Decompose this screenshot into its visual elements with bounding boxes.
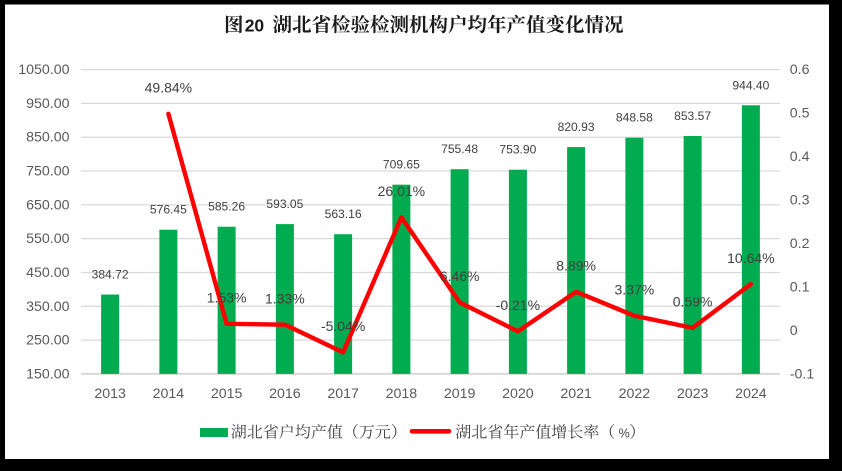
svg-text:2017: 2017 [327, 386, 359, 402]
svg-text:563.16: 563.16 [325, 207, 362, 221]
svg-text:20: 20 [245, 16, 265, 36]
svg-text:848.58: 848.58 [616, 111, 653, 125]
svg-text:1.53%: 1.53% [207, 290, 247, 306]
svg-text:450.00: 450.00 [26, 265, 70, 281]
svg-text:%: % [619, 426, 630, 440]
svg-text:6.46%: 6.46% [440, 268, 480, 284]
svg-text:0.4: 0.4 [790, 149, 810, 165]
svg-text:576.45: 576.45 [150, 203, 187, 217]
svg-text:2014: 2014 [153, 386, 185, 402]
svg-text:2021: 2021 [560, 386, 592, 402]
svg-text:10.64%: 10.64% [727, 250, 774, 266]
svg-text:0.1: 0.1 [790, 279, 810, 295]
svg-text:950.00: 950.00 [26, 96, 70, 112]
svg-text:49.84%: 49.84% [145, 80, 192, 96]
svg-text:384.72: 384.72 [92, 268, 129, 282]
svg-text:593.05: 593.05 [266, 197, 303, 211]
svg-text:585.26: 585.26 [208, 200, 245, 214]
svg-text:853.57: 853.57 [674, 109, 711, 123]
svg-text:2015: 2015 [211, 386, 243, 402]
svg-text:2023: 2023 [677, 386, 709, 402]
svg-text:2020: 2020 [502, 386, 534, 402]
svg-text:709.65: 709.65 [383, 158, 420, 172]
svg-text:750.00: 750.00 [26, 164, 70, 180]
svg-text:350.00: 350.00 [26, 299, 70, 315]
svg-text:0.59%: 0.59% [673, 294, 713, 310]
svg-text:755.48: 755.48 [441, 142, 478, 156]
svg-text:-5.04%: -5.04% [321, 318, 365, 334]
svg-text:2019: 2019 [444, 386, 476, 402]
svg-text:1.33%: 1.33% [265, 290, 305, 306]
svg-text:550.00: 550.00 [26, 231, 70, 247]
svg-text:2022: 2022 [619, 386, 651, 402]
svg-text:-0.1: -0.1 [790, 366, 815, 382]
svg-text:944.40: 944.40 [732, 78, 769, 92]
svg-text:753.90: 753.90 [499, 143, 536, 157]
svg-text:0.6: 0.6 [790, 62, 810, 78]
svg-text:0.3: 0.3 [790, 193, 810, 209]
svg-text:820.93: 820.93 [558, 120, 595, 134]
svg-text:2024: 2024 [735, 386, 767, 402]
svg-text:2016: 2016 [269, 386, 301, 402]
svg-text:0.5: 0.5 [790, 106, 810, 122]
svg-text:650.00: 650.00 [26, 197, 70, 213]
svg-text:8.89%: 8.89% [556, 258, 596, 274]
svg-text:0.2: 0.2 [790, 236, 810, 252]
svg-text:2013: 2013 [94, 386, 126, 402]
svg-text:250.00: 250.00 [26, 333, 70, 349]
svg-text:1050.00: 1050.00 [18, 62, 69, 78]
svg-text:26.01%: 26.01% [378, 183, 425, 199]
svg-text:0: 0 [790, 323, 798, 339]
svg-text:850.00: 850.00 [26, 130, 70, 146]
svg-text:3.37%: 3.37% [615, 282, 655, 298]
svg-text:150.00: 150.00 [26, 366, 70, 382]
svg-text:-0.21%: -0.21% [496, 297, 540, 313]
svg-text:2018: 2018 [386, 386, 418, 402]
